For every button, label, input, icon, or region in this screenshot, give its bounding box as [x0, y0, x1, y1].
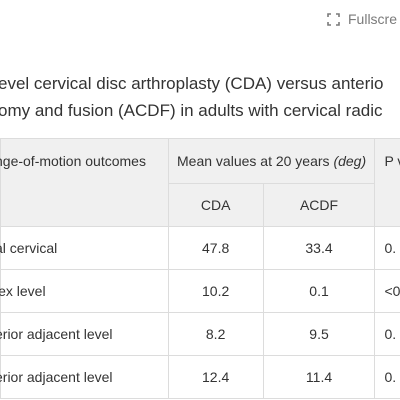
header-mean-values: Mean values at 20 years (deg) [167, 138, 376, 184]
caption-line-1: evel cervical disc arthroplasty (CDA) ve… [0, 74, 384, 93]
cell-p-value: 0. [374, 312, 400, 356]
fullscreen-button[interactable]: Fullscre [327, 11, 397, 27]
row-label: lex level [0, 269, 169, 313]
outcomes-table: nge-of-motion outcomes Mean values at 20… [0, 138, 400, 399]
row-label: al cervical [0, 226, 169, 270]
subheader-cda: CDA [167, 183, 264, 227]
table-row: al cervical 47.8 33.4 0. [0, 226, 400, 270]
cell-cda: 8.2 [167, 312, 264, 356]
cell-cda: 12.4 [167, 355, 264, 399]
table-container: nge-of-motion outcomes Mean values at 20… [0, 138, 400, 399]
table-row: lex level 10.2 0.1 <0 [0, 269, 400, 313]
cell-p-value: 0. [374, 226, 400, 270]
cell-acdf: 33.4 [262, 226, 376, 270]
table-caption: evel cervical disc arthroplasty (CDA) ve… [0, 70, 383, 124]
header-outcome: nge-of-motion outcomes [0, 138, 169, 227]
table-row: erior adjacent level 12.4 11.4 0. [0, 355, 400, 399]
cell-p-value: <0 [374, 269, 400, 313]
header-p-value: P v [374, 138, 400, 227]
cell-p-value: 0. [374, 355, 400, 399]
cell-cda: 47.8 [167, 226, 264, 270]
table-subheader-row: CDA ACDF [1, 183, 400, 227]
caption-line-2: omy and fusion (ACDF) in adults with cer… [0, 101, 383, 120]
subheader-acdf: ACDF [262, 183, 376, 227]
table-row: erior adjacent level 8.2 9.5 0. [0, 312, 400, 356]
cell-cda: 10.2 [167, 269, 264, 313]
fullscreen-label: Fullscre [348, 11, 398, 27]
row-label: erior adjacent level [0, 312, 169, 356]
table-header-row: nge-of-motion outcomes Mean values at 20… [0, 138, 400, 227]
cell-acdf: 9.5 [262, 312, 376, 356]
cell-acdf: 11.4 [262, 355, 376, 399]
row-label: erior adjacent level [0, 355, 169, 399]
cell-acdf: 0.1 [262, 269, 376, 313]
expand-corners-icon [327, 12, 340, 26]
header-mean-unit: (deg) [333, 153, 367, 169]
